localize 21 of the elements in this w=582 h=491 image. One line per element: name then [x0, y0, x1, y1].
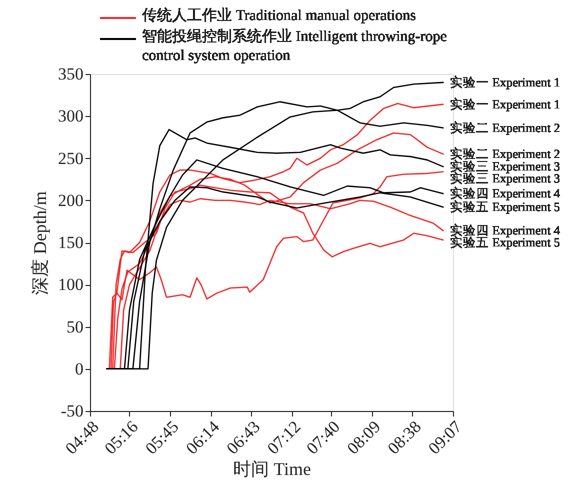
series-label: 实验二 Experiment 2: [450, 120, 560, 135]
y-tick-label: 300: [58, 106, 84, 126]
series-label: 实验四 Experiment 4: [450, 186, 561, 201]
y-tick-label: 50: [66, 317, 84, 336]
x-axis-title: 时间 Time: [233, 459, 311, 480]
y-tick-label: 0: [75, 359, 84, 378]
y-tick-label: 350: [58, 64, 84, 84]
y-axis-title: 深度 Depth/m: [30, 191, 50, 295]
series-label: 实验四 Experiment 4: [450, 224, 561, 238]
y-tick-label: 150: [58, 233, 84, 252]
y-tick-label: -50: [60, 402, 84, 420]
text: 智能投绳控制系统作业 Intelligent throwing-rope control system operation: [142, 28, 448, 64]
y-tick-label: 250: [58, 148, 84, 168]
series-label: 实验三 Experiment 3: [450, 160, 560, 174]
series-label: 实验一 Experiment 1: [450, 75, 560, 90]
series-label: 实验二 Experiment 2: [450, 147, 560, 162]
y-tick-label: 100: [58, 275, 84, 294]
series-label: 实验一 Experiment 1: [450, 97, 560, 112]
y-tick-label: 200: [58, 190, 84, 210]
text: 传统人工作业 Traditional manual operations: [142, 7, 416, 24]
series-label: 实验五 Experiment 5: [450, 200, 560, 214]
